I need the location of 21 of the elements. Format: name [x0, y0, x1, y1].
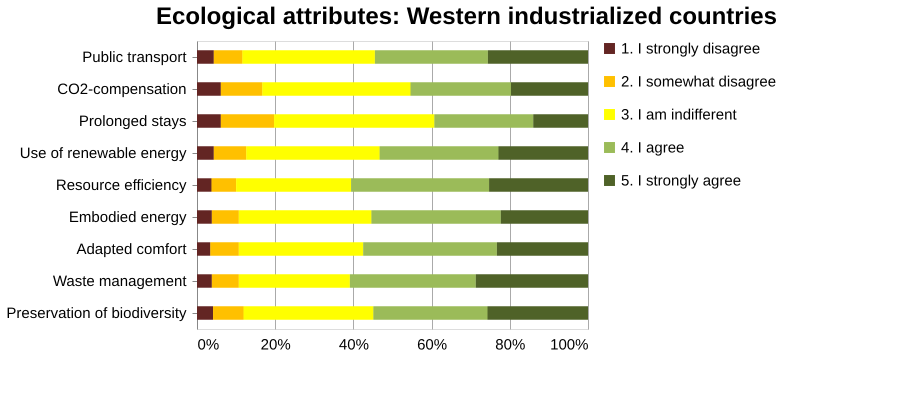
chart-title: Ecological attributes: Western industrialized countries: [156, 3, 777, 30]
legend-label: 1. I strongly disagree: [621, 40, 760, 58]
y-tick-label: Waste management: [52, 273, 188, 290]
x-tick-label: 20%: [260, 336, 291, 354]
y-tick-label: Embodied energy: [68, 209, 187, 226]
x-tick-label: 100%: [550, 336, 588, 354]
legend-label: 3. I am indifferent: [621, 106, 738, 124]
y-tick-label: CO2-compensation: [57, 81, 186, 98]
y-tick-label: Use of renewable energy: [20, 145, 187, 162]
legend-label: 4. I agree: [621, 140, 684, 156]
y-tick-label: Adapted comfort: [76, 241, 188, 258]
legend-label: 2. I somewhat disagree: [621, 74, 776, 90]
y-tick-label: Resource efficiency: [56, 177, 187, 194]
x-tick-label: 40%: [338, 336, 369, 354]
x-tick-label: 60%: [417, 336, 448, 354]
y-tick-label: Prolonged stays: [78, 113, 186, 130]
y-tick-label: Preservation of biodiversity: [6, 305, 187, 322]
x-tick-label: 80%: [495, 336, 526, 354]
x-tick-label: 0%: [198, 336, 220, 354]
y-tick-label: Public transport: [82, 49, 188, 66]
legend-label: 5. I strongly agree: [621, 172, 742, 190]
